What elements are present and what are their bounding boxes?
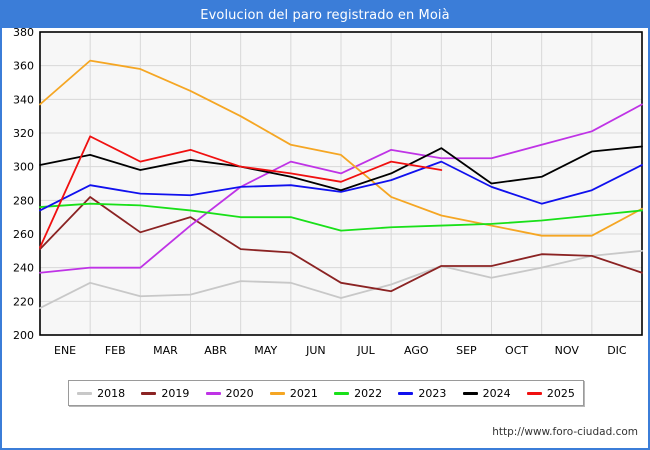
window-title-bar: Evolucion del paro registrado en Moià: [2, 2, 648, 28]
x-axis-tick-label: FEB: [105, 344, 126, 357]
x-axis-tick-label: ENE: [54, 344, 76, 357]
x-axis-tick-label: JUL: [356, 344, 375, 357]
legend-item-2023[interactable]: 2023: [398, 387, 446, 400]
x-axis-tick-label: JUN: [305, 344, 326, 357]
legend-swatch-icon: [334, 391, 350, 395]
y-axis-tick-label: 380: [13, 28, 34, 39]
x-axis-tick-label: NOV: [555, 344, 580, 357]
series-line-2022: [39, 202, 643, 232]
x-axis-tick-label: SEP: [456, 344, 477, 357]
x-axis-tick-label: AGO: [404, 344, 429, 357]
series-line-2023: [39, 160, 643, 212]
plot-border: [39, 31, 643, 336]
legend-label: 2019: [161, 386, 190, 400]
legend-swatch-icon: [526, 391, 542, 395]
legend-swatch-icon: [398, 391, 414, 395]
legend-item-2024[interactable]: 2024: [462, 386, 511, 400]
legend-label: 2020: [225, 386, 254, 400]
legend-item-2022[interactable]: 2022: [334, 387, 382, 400]
series-line-2020: [39, 103, 643, 274]
y-axis-tick-label: 260: [13, 228, 34, 241]
legend-swatch-icon: [462, 391, 478, 395]
legend-item-2025[interactable]: 2025: [526, 386, 575, 400]
y-axis-tick-label: 320: [13, 127, 34, 140]
y-axis-tick-label: 200: [13, 329, 34, 342]
legend-item-2019[interactable]: 2019: [141, 387, 189, 400]
legend-label: 2023: [418, 386, 447, 400]
legend-item-2020[interactable]: 2020: [205, 386, 254, 400]
y-axis-tick-label: 340: [13, 93, 34, 106]
y-axis-tick-label: 280: [13, 194, 34, 207]
legend-label: 2018: [97, 386, 126, 400]
chart-canvas: 200 220 240 260 280 300 320 340 360 380 ENE FEB MAR A…: [13, 28, 643, 357]
series-line-2025: [39, 135, 443, 249]
x-axis-tick-label: DIC: [607, 344, 627, 357]
legend-swatch-icon: [205, 391, 221, 395]
x-axis-tick-label: ABR: [204, 344, 227, 357]
legend-label: 2025: [546, 386, 575, 400]
source-url: http://www.foro-ciudad.com: [492, 426, 638, 438]
series-line-2021: [39, 59, 643, 237]
x-axis-tick-label: MAR: [153, 344, 178, 357]
legend-label: 2021: [289, 386, 318, 400]
series-line-2019: [39, 196, 643, 293]
y-axis-tick-label: 360: [13, 60, 34, 73]
page-title: Evolucion del paro registrado en Moià: [200, 7, 450, 23]
legend-label: 2024: [482, 386, 511, 400]
y-axis-tick-label: 220: [13, 295, 34, 308]
line-chart: 200 220 240 260 280 300 320 340 360 380 ENE FEB MAR A…: [2, 28, 648, 373]
y-axis-tick-label: 240: [13, 262, 34, 275]
x-axis-tick-label: MAY: [254, 344, 277, 357]
chart-legend: 2018 2019 2020 2021 2022 2023 2024 2025: [68, 380, 584, 406]
legend-item-2021[interactable]: 2021: [269, 386, 318, 400]
legend-swatch-icon: [141, 391, 157, 395]
legend-swatch-icon: [269, 391, 285, 395]
legend-item-2018[interactable]: 2018: [77, 387, 125, 400]
y-axis-tick-label: 300: [13, 161, 34, 174]
series-line-2018: [39, 249, 643, 309]
series-line-2024: [39, 145, 643, 192]
legend-swatch-icon: [77, 391, 93, 395]
x-axis-tick-label: OCT: [505, 344, 528, 357]
legend-label: 2022: [354, 386, 383, 400]
